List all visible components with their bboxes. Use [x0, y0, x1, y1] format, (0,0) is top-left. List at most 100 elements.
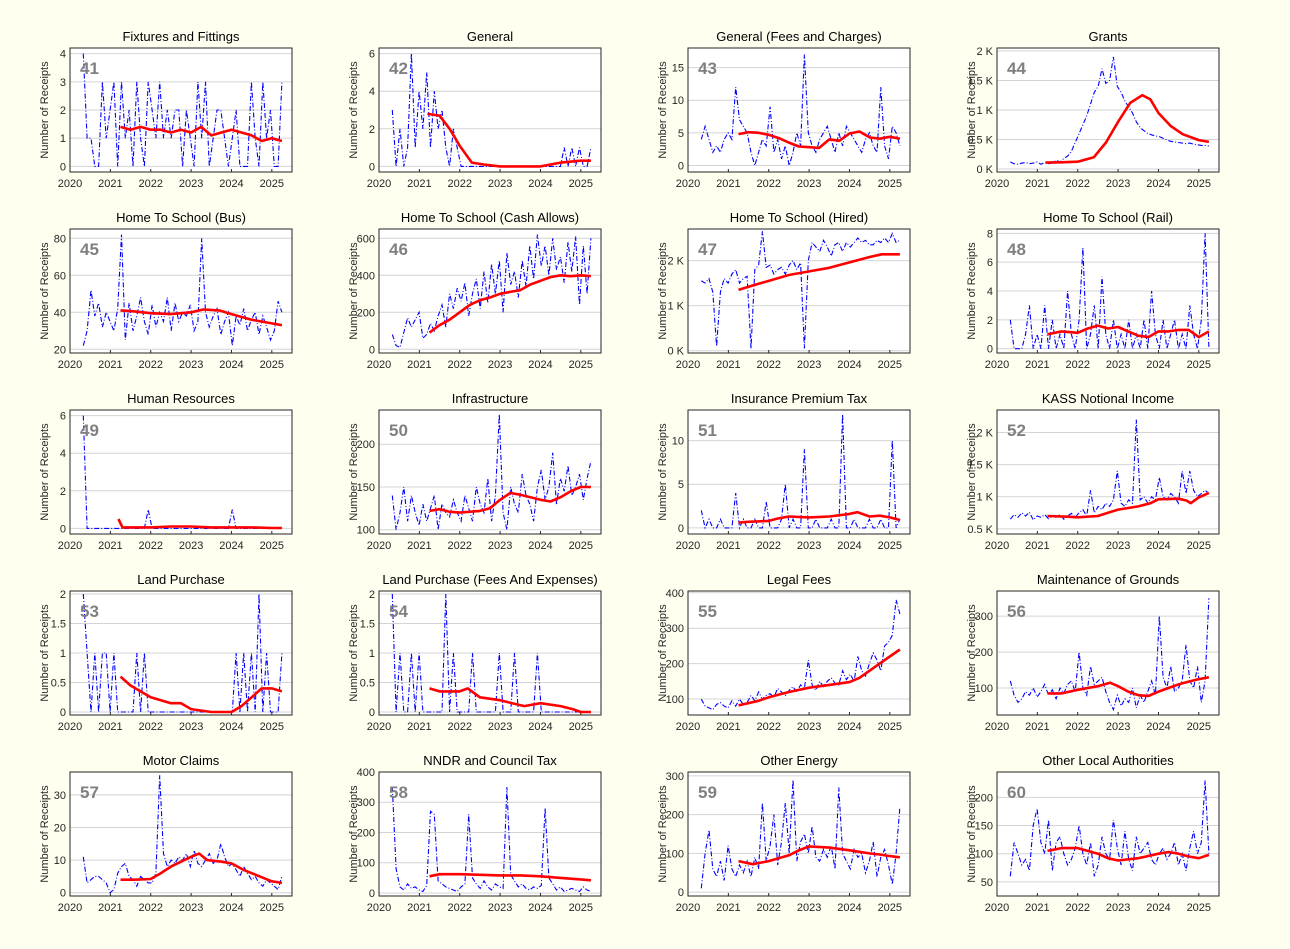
panel-index: 49 — [80, 421, 99, 440]
y-tick-label: 1 — [60, 133, 66, 145]
x-tick-label: 2023 — [1106, 540, 1130, 552]
panel-48: 0 2 4 6 8 2020 2021 2022 2023 2024 2025 48 Home To S… — [966, 210, 1220, 371]
panel-index: 56 — [1007, 602, 1026, 621]
x-tick-label: 2023 — [179, 540, 203, 552]
raw-series-line — [391, 414, 592, 530]
y-tick-label: 1 K — [976, 492, 993, 504]
plot-area — [379, 48, 601, 172]
x-tick-label: 2021 — [716, 359, 740, 371]
panel-44: 0 K 0.5 K 1 K 1.5 K 2 K 2020 2021 2022 2023 2024 2… — [966, 29, 1220, 190]
trend-series-line — [428, 273, 592, 334]
x-tick-label: 2021 — [1025, 178, 1049, 190]
x-tick-label: 2020 — [367, 178, 391, 190]
x-tick-label: 2023 — [1106, 902, 1130, 914]
raw-series-line — [700, 414, 901, 531]
panel-index: 46 — [389, 240, 408, 259]
x-tick-label: 2020 — [985, 902, 1009, 914]
x-tick-label: 2023 — [797, 359, 821, 371]
y-tick-label: 200 — [975, 647, 993, 659]
axes-box — [996, 590, 1220, 716]
x-tick-label: 2020 — [676, 721, 700, 733]
x-tick-label: 2025 — [878, 902, 902, 914]
y-tick-label: 4 — [369, 86, 375, 98]
x-tick-label: 2022 — [138, 178, 162, 190]
raw-series-line — [700, 779, 901, 889]
x-tick-label: 2020 — [985, 540, 1009, 552]
raw-series-line — [1009, 233, 1210, 350]
x-tick-label: 2021 — [407, 178, 431, 190]
axes-box — [687, 590, 911, 716]
y-tick-label: 200 — [357, 827, 375, 839]
trend-series-line — [427, 112, 591, 168]
y-tick-label: 1.5 — [360, 618, 375, 630]
x-tick-label: 2022 — [1065, 721, 1089, 733]
trend-series-line — [429, 872, 592, 882]
panel-title: Other Local Authorities — [1042, 753, 1174, 768]
y-axis-label: Number of Receipts — [348, 242, 360, 340]
x-tick-label: 2024 — [528, 359, 552, 371]
x-tick-label: 2023 — [488, 178, 512, 190]
x-tick-label: 2024 — [528, 540, 552, 552]
y-tick-label: 2 — [60, 589, 66, 601]
x-tick-label: 2025 — [1187, 902, 1211, 914]
x-tick-label: 2020 — [58, 359, 82, 371]
y-tick-label: 0 — [369, 707, 375, 719]
plot-area — [997, 591, 1219, 715]
plot-area — [379, 410, 601, 534]
y-tick-label: 4 — [60, 448, 66, 460]
x-tick-label: 2025 — [569, 359, 593, 371]
panel-index: 59 — [698, 783, 717, 802]
x-tick-label: 2021 — [407, 359, 431, 371]
x-tick-label: 2024 — [528, 178, 552, 190]
x-tick-label: 2024 — [219, 902, 243, 914]
y-tick-label: 100 — [357, 525, 375, 537]
x-tick-label: 2023 — [488, 721, 512, 733]
x-tick-label: 2025 — [260, 540, 284, 552]
x-tick-label: 2020 — [676, 178, 700, 190]
x-tick-label: 2021 — [407, 540, 431, 552]
y-axis-label: Number of Receipts — [966, 604, 978, 702]
x-tick-label: 2020 — [367, 540, 391, 552]
y-tick-label: 10 — [54, 855, 66, 867]
x-tick-label: 2021 — [98, 178, 122, 190]
y-axis-label: Number of Receipts — [39, 242, 51, 340]
axes-box — [996, 47, 1220, 173]
y-tick-label: 2 — [369, 589, 375, 601]
axes-box — [69, 409, 293, 535]
x-tick-label: 2024 — [219, 359, 243, 371]
x-tick-label: 2022 — [756, 721, 780, 733]
raw-series-line — [391, 593, 591, 713]
axes-box — [378, 590, 602, 716]
y-tick-label: 10 — [672, 436, 684, 448]
x-tick-label: 2025 — [878, 721, 902, 733]
axes-box — [69, 47, 293, 173]
y-axis-label: Number of Receipts — [348, 785, 360, 883]
trend-series-line — [1047, 491, 1210, 519]
trend-series-line — [429, 687, 591, 714]
y-tick-label: 6 — [987, 257, 993, 269]
panel-title: Grants — [1088, 29, 1128, 44]
y-tick-label: 100 — [666, 694, 684, 706]
trend-series-line — [1047, 846, 1210, 862]
trend-series-line — [117, 518, 282, 530]
x-tick-label: 2022 — [1065, 359, 1089, 371]
y-axis-label: Number of Receipts — [966, 423, 978, 521]
trend-series-line — [738, 845, 901, 866]
trend-series-line — [120, 125, 283, 143]
y-tick-label: 0 — [60, 523, 66, 535]
panel-57: 0 10 20 30 2020 2021 2022 2023 2024 2025 57 Motor C… — [39, 753, 293, 914]
panel-title: Land Purchase — [137, 572, 224, 587]
x-tick-label: 2021 — [407, 902, 431, 914]
x-tick-label: 2023 — [1106, 721, 1130, 733]
y-axis-label: Number of Receipts — [39, 604, 51, 702]
y-tick-label: 1 K — [976, 105, 993, 117]
x-tick-label: 2025 — [260, 178, 284, 190]
plot-area — [688, 591, 910, 715]
panel-42: 0 2 4 6 2020 2021 2022 2023 2024 2025 42 General Num… — [348, 29, 602, 190]
y-tick-label: 0 — [369, 161, 375, 173]
panel-59: 0 100 200 300 2020 2021 2022 2023 2024 2025 59 Othe… — [657, 753, 911, 914]
y-axis-label: Number of Receipts — [657, 61, 669, 159]
y-tick-label: 2 K — [667, 256, 684, 268]
panel-title: Other Energy — [760, 753, 838, 768]
x-tick-label: 2024 — [1146, 540, 1170, 552]
